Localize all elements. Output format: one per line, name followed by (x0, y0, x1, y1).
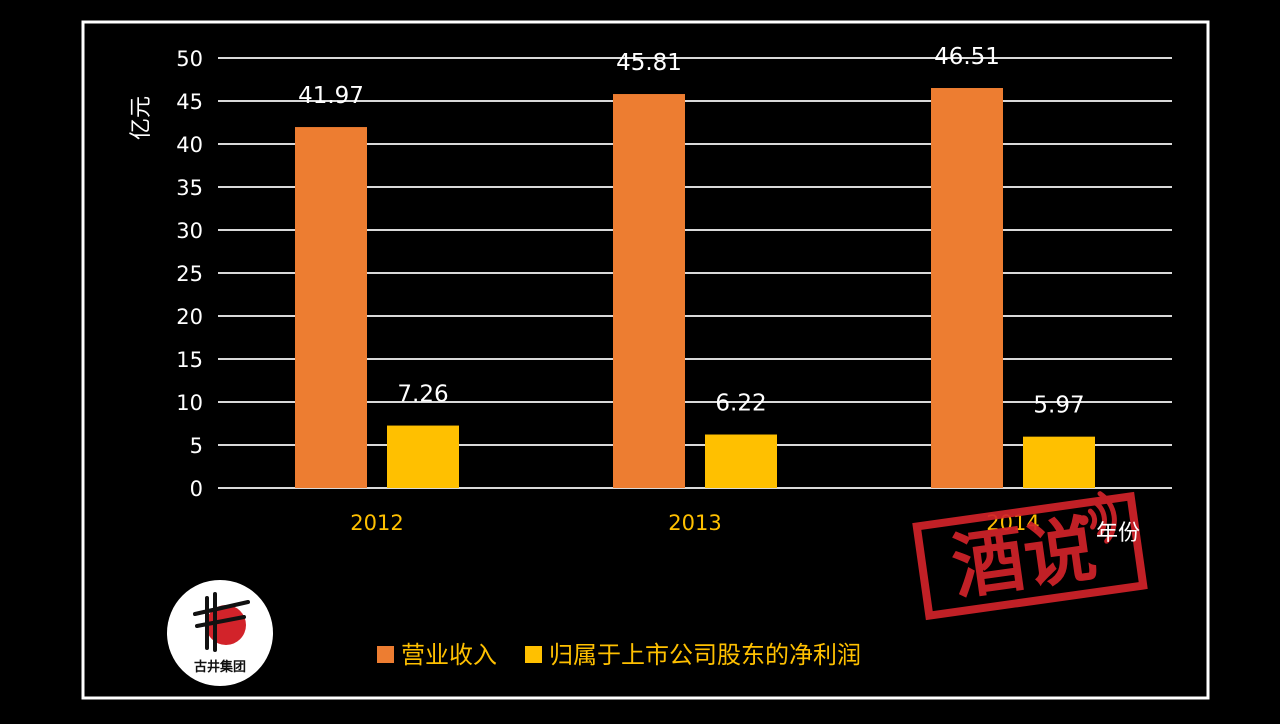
y-tick-label-25: 25 (176, 262, 203, 286)
jiushuo-stamp: 酒说 (912, 491, 1148, 621)
legend-swatch-net-profit (525, 646, 542, 663)
data-label-revenue-2013: 45.81 (616, 50, 682, 76)
data-label-revenue-2014: 46.51 (934, 44, 1000, 70)
y-tick-label-0: 0 (190, 477, 203, 501)
y-tick-label-10: 10 (176, 391, 203, 415)
x-tick-label-2013: 2013 (668, 511, 721, 535)
legend-label-revenue: 营业收入 (401, 641, 497, 669)
bar-net-profit-2012 (387, 425, 459, 488)
logo-text: 古井集团 (194, 659, 246, 675)
data-label-revenue-2012: 41.97 (298, 83, 364, 109)
bar-value-labels: 41.97 7.26 45.81 6.22 46.51 5.97 (298, 44, 1085, 419)
y-tick-label-45: 45 (176, 90, 203, 114)
y-tick-labels: 0 5 10 15 20 25 30 35 40 45 50 (176, 47, 203, 501)
legend-swatch-revenue (377, 646, 394, 663)
stamp-text: 酒说 (947, 506, 1101, 609)
gujing-logo-icon (193, 592, 250, 652)
legend-label-net-profit: 归属于上市公司股东的净利润 (549, 641, 861, 669)
y-tick-label-20: 20 (176, 305, 203, 329)
legend: 营业收入 归属于上市公司股东的净利润 (377, 641, 861, 669)
bars (295, 88, 1095, 489)
gridlines (218, 57, 1172, 489)
stamp-border (912, 491, 1148, 621)
y-tick-label-30: 30 (176, 219, 203, 243)
chart-frame (81, 20, 1210, 700)
y-tick-label-15: 15 (176, 348, 203, 372)
signal-waves-icon (1078, 491, 1117, 544)
bar-net-profit-2013 (705, 434, 777, 488)
y-tick-label-50: 50 (176, 47, 203, 71)
y-axis-title: 亿元 (129, 96, 154, 140)
bar-revenue-2012 (295, 127, 367, 489)
bar-revenue-2014 (931, 88, 1003, 488)
y-tick-label-40: 40 (176, 133, 203, 157)
y-tick-label-35: 35 (176, 176, 203, 200)
y-tick-label-5: 5 (190, 434, 203, 458)
data-label-net-profit-2014: 5.97 (1033, 393, 1084, 419)
bar-net-profit-2014 (1023, 436, 1095, 488)
company-logo: 古井集团 (167, 580, 273, 686)
bar-revenue-2013 (613, 94, 685, 488)
data-label-net-profit-2012: 7.26 (397, 382, 448, 408)
x-axis-title: 年份 (1096, 521, 1140, 546)
data-label-net-profit-2013: 6.22 (715, 391, 766, 417)
x-tick-label-2012: 2012 (350, 511, 403, 535)
